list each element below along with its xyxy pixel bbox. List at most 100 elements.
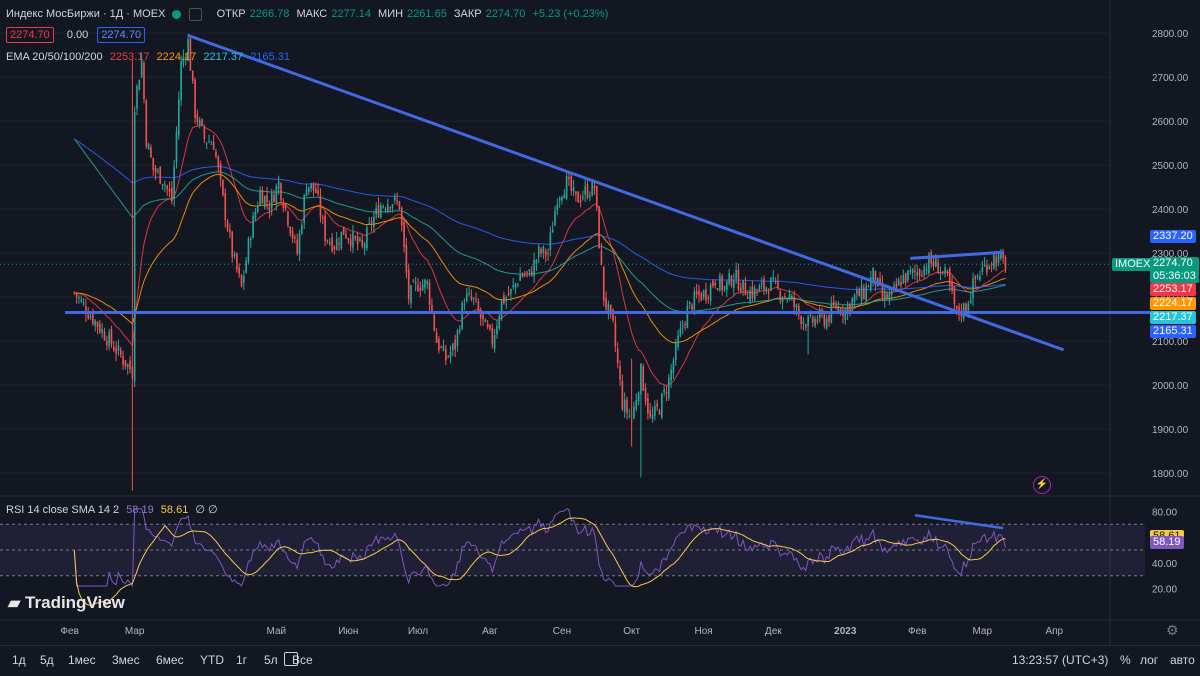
auto-toggle[interactable]: авто: [1170, 653, 1195, 667]
candle-body: [256, 205, 259, 212]
timeframe-button[interactable]: 3мес: [112, 653, 140, 667]
time-tick-label: Мар: [972, 626, 992, 637]
candle-body: [969, 299, 972, 304]
candle-body: [530, 271, 533, 276]
candle-body: [175, 131, 178, 162]
rsi-legend[interactable]: RSI 14 close SMA 14 2 58.19 58.61 ∅ ∅: [6, 503, 222, 516]
candle-body: [605, 297, 607, 309]
candle-body: [349, 239, 352, 246]
candle-body: [972, 278, 974, 299]
candle-body: [1004, 256, 1007, 270]
candle-body: [753, 287, 756, 300]
candle-body: [226, 221, 229, 231]
candle-body: [672, 361, 675, 373]
candle-body: [798, 305, 800, 315]
timeframe-button[interactable]: 1г: [236, 653, 248, 667]
price-tick-label: 2000.00: [1152, 381, 1189, 392]
candle-body: [161, 183, 164, 186]
rsi-label: RSI 14 close SMA 14 2: [6, 504, 120, 516]
candle-body: [895, 283, 898, 288]
candle-body: [997, 254, 1000, 263]
candle-body: [691, 304, 693, 311]
candle-body: [287, 211, 289, 226]
candle-body: [633, 406, 635, 419]
candle-body: [756, 289, 758, 291]
time-tick-label: Апр: [1045, 626, 1063, 637]
timeframe-button[interactable]: YTD: [200, 653, 224, 667]
chart-canvas[interactable]: 1800.001900.002000.002100.002200.002300.…: [0, 0, 1200, 645]
candle-body: [305, 189, 308, 196]
ema-legend[interactable]: EMA 20/50/100/200 2253.17 2224.17 2217.3…: [6, 51, 294, 63]
candle-body: [644, 387, 647, 402]
bid-box[interactable]: 2274.70: [6, 27, 54, 43]
percent-toggle[interactable]: %: [1120, 653, 1131, 667]
candle-body: [317, 190, 319, 195]
rsi-tick-label: 20.00: [1152, 585, 1177, 596]
candle-body: [391, 204, 394, 208]
candle-body: [607, 304, 610, 313]
time-tick-label: Июл: [408, 626, 428, 637]
candle-body: [231, 231, 234, 258]
settings-gear-icon[interactable]: ⚙: [1166, 622, 1179, 638]
candle-body: [619, 366, 621, 380]
symbol-legend: Индекс МосБиржи · 1Д · MOEX ОТКР 2266.78 …: [6, 8, 612, 21]
candle-body: [75, 292, 78, 297]
candle-body: [252, 215, 254, 239]
candle-body: [640, 363, 642, 395]
candle-body: [951, 281, 953, 291]
ema-20-value: 2253.17: [109, 51, 150, 63]
candle-body: [728, 273, 730, 285]
candle-body: [765, 287, 768, 292]
candle-body: [537, 246, 540, 257]
alert-icon[interactable]: ⚡: [1033, 476, 1051, 494]
candle-body: [171, 187, 173, 202]
candle-body: [328, 242, 331, 245]
candle-body: [974, 276, 977, 280]
trendline: [910, 250, 1004, 260]
candle-body: [122, 355, 124, 365]
candle-body: [326, 240, 329, 242]
candle-body: [400, 207, 403, 226]
candle-body: [359, 238, 361, 241]
candle-body: [542, 246, 545, 253]
candle-body: [296, 239, 299, 254]
candle-body: [735, 269, 737, 279]
timeframe-button[interactable]: 1д: [12, 653, 26, 667]
candle-body: [986, 265, 988, 273]
candle-body: [686, 305, 689, 329]
candle-body: [897, 279, 900, 286]
candle-body: [707, 297, 710, 299]
candle-body: [129, 360, 131, 370]
candle-body: [205, 142, 208, 144]
symbol-title[interactable]: Индекс МосБиржи · 1Д · MOEX: [6, 8, 166, 21]
rsi-tag: 58.19: [1150, 536, 1184, 550]
ask-box[interactable]: 2274.70: [97, 27, 146, 43]
candle-body: [212, 141, 215, 150]
candle-body: [380, 205, 382, 218]
timeframe-button[interactable]: 5л: [264, 653, 278, 667]
clock[interactable]: 13:23:57 (UTC+3): [1012, 653, 1109, 667]
rsi-value: 58.19: [126, 504, 154, 516]
candle-body: [240, 274, 243, 287]
timeframe-button[interactable]: 1мес: [68, 653, 96, 667]
candle-body: [477, 301, 480, 311]
log-toggle[interactable]: лог: [1140, 653, 1159, 667]
price-tag: 2253.17: [1150, 283, 1196, 297]
candle-body: [263, 196, 266, 208]
candle-body: [837, 306, 840, 312]
timeframe-button[interactable]: 6мес: [156, 653, 184, 667]
candle-body: [410, 285, 412, 304]
candle-body: [886, 293, 888, 299]
candle-body: [282, 202, 285, 209]
candle-body: [844, 309, 847, 320]
range-calendar-icon[interactable]: [284, 652, 298, 666]
timeframe-button[interactable]: 5д: [40, 653, 54, 667]
price-tick-label: 2800.00: [1152, 29, 1189, 40]
compare-icon[interactable]: [188, 8, 202, 21]
candle-body: [616, 348, 619, 363]
rsi-line: [73, 508, 1006, 588]
ema-200-line: [74, 138, 1006, 291]
bid-ask: 2274.70 0.00 2274.70: [6, 27, 149, 43]
candle-body: [403, 222, 405, 248]
candle-body: [166, 185, 169, 189]
